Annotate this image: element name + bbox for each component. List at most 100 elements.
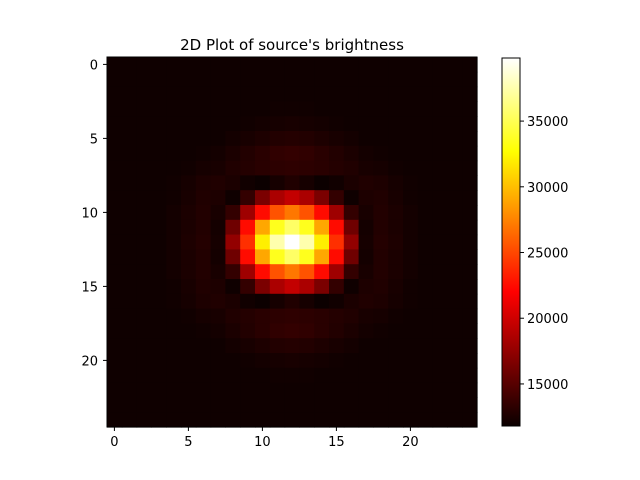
heatmap-cell [240, 116, 256, 132]
heatmap-cell [195, 412, 212, 428]
heatmap-cell [284, 145, 300, 162]
heatmap-cell [314, 101, 330, 117]
heatmap-cell [195, 219, 212, 236]
heatmap-cell [284, 323, 300, 339]
heatmap-cell [447, 234, 463, 250]
heatmap-cell [255, 279, 271, 295]
heatmap-cell [181, 190, 197, 206]
heatmap-cell [284, 293, 300, 310]
heatmap-cell [373, 249, 389, 265]
heatmap-cell [255, 71, 271, 88]
heatmap-cell [403, 190, 419, 206]
heatmap-cell [462, 397, 478, 413]
heatmap-cell [166, 308, 182, 324]
heatmap-cell [151, 412, 167, 428]
heatmap-cell [358, 160, 374, 176]
heatmap-cell [225, 382, 241, 398]
heatmap-cell [269, 249, 286, 265]
heatmap-cell [240, 353, 256, 369]
heatmap-cell [107, 71, 123, 88]
x-tick-label: 5 [184, 435, 192, 450]
heatmap-cell [225, 353, 241, 369]
heatmap-cell [417, 145, 434, 162]
heatmap-cell [417, 397, 434, 413]
heatmap-cell [373, 145, 389, 162]
heatmap-cell [373, 57, 389, 73]
heatmap-cell [269, 101, 286, 117]
heatmap-cell [240, 264, 256, 280]
heatmap-cell [195, 264, 212, 280]
heatmap-cell [136, 397, 152, 413]
heatmap-cell [240, 131, 256, 147]
heatmap-cell [181, 308, 197, 324]
heatmap-cell [210, 57, 226, 73]
heatmap-cell [417, 308, 434, 324]
heatmap-cell [121, 353, 138, 369]
heatmap-cell [343, 249, 360, 265]
heatmap-cell [299, 353, 315, 369]
heatmap-cell [151, 249, 167, 265]
heatmap-cell [166, 323, 182, 339]
heatmap-cell [403, 249, 419, 265]
heatmap-cell [447, 293, 463, 310]
heatmap-cell [166, 293, 182, 310]
heatmap-cell [284, 86, 300, 102]
heatmap-cell [121, 234, 138, 250]
heatmap-cell [269, 145, 286, 162]
heatmap-cell [195, 234, 212, 250]
heatmap-cell [181, 323, 197, 339]
heatmap-cell [151, 145, 167, 162]
heatmap-cell [388, 160, 404, 176]
heatmap-cell [314, 412, 330, 428]
heatmap-cell [240, 160, 256, 176]
heatmap-cell [107, 264, 123, 280]
heatmap-cell [107, 308, 123, 324]
heatmap-cell [210, 71, 226, 88]
heatmap-cell [195, 367, 212, 384]
heatmap-cell [225, 71, 241, 88]
heatmap-cell [225, 412, 241, 428]
heatmap-cell [225, 57, 241, 73]
heatmap-cell [181, 397, 197, 413]
heatmap-cell [195, 205, 212, 221]
heatmap-cell [284, 131, 300, 147]
heatmap-cell [107, 160, 123, 176]
heatmap-cell [314, 353, 330, 369]
heatmap-cell [269, 86, 286, 102]
heatmap-cell [358, 367, 374, 384]
heatmap-cell [210, 101, 226, 117]
heatmap-cell [107, 249, 123, 265]
heatmap-cell [403, 86, 419, 102]
x-tick-label: 10 [254, 435, 271, 450]
heatmap-cell [299, 382, 315, 398]
heatmap-cell [107, 382, 123, 398]
heatmap-cell [299, 234, 315, 250]
heatmap-cell [358, 205, 374, 221]
heatmap-cell [107, 101, 123, 117]
heatmap-cell [240, 323, 256, 339]
heatmap-cell [284, 338, 300, 354]
heatmap-cell [447, 308, 463, 324]
heatmap-cell [121, 205, 138, 221]
heatmap-cell [269, 71, 286, 88]
heatmap-cell [403, 116, 419, 132]
heatmap-cell [358, 264, 374, 280]
heatmap-cell [121, 308, 138, 324]
heatmap-cell [432, 205, 448, 221]
heatmap-cell [225, 190, 241, 206]
heatmap-cell [136, 101, 152, 117]
heatmap-cell [181, 264, 197, 280]
heatmap-cell [166, 382, 182, 398]
heatmap-cell [225, 293, 241, 310]
heatmap-cell [388, 71, 404, 88]
heatmap-cell [373, 205, 389, 221]
heatmap-cell [240, 293, 256, 310]
heatmap-cell [373, 190, 389, 206]
heatmap-cell [388, 308, 404, 324]
heatmap-cell [299, 308, 315, 324]
heatmap-cell [314, 219, 330, 236]
heatmap-cell [432, 338, 448, 354]
heatmap-cell [447, 367, 463, 384]
heatmap-cell [136, 219, 152, 236]
heatmap-cell [269, 397, 286, 413]
